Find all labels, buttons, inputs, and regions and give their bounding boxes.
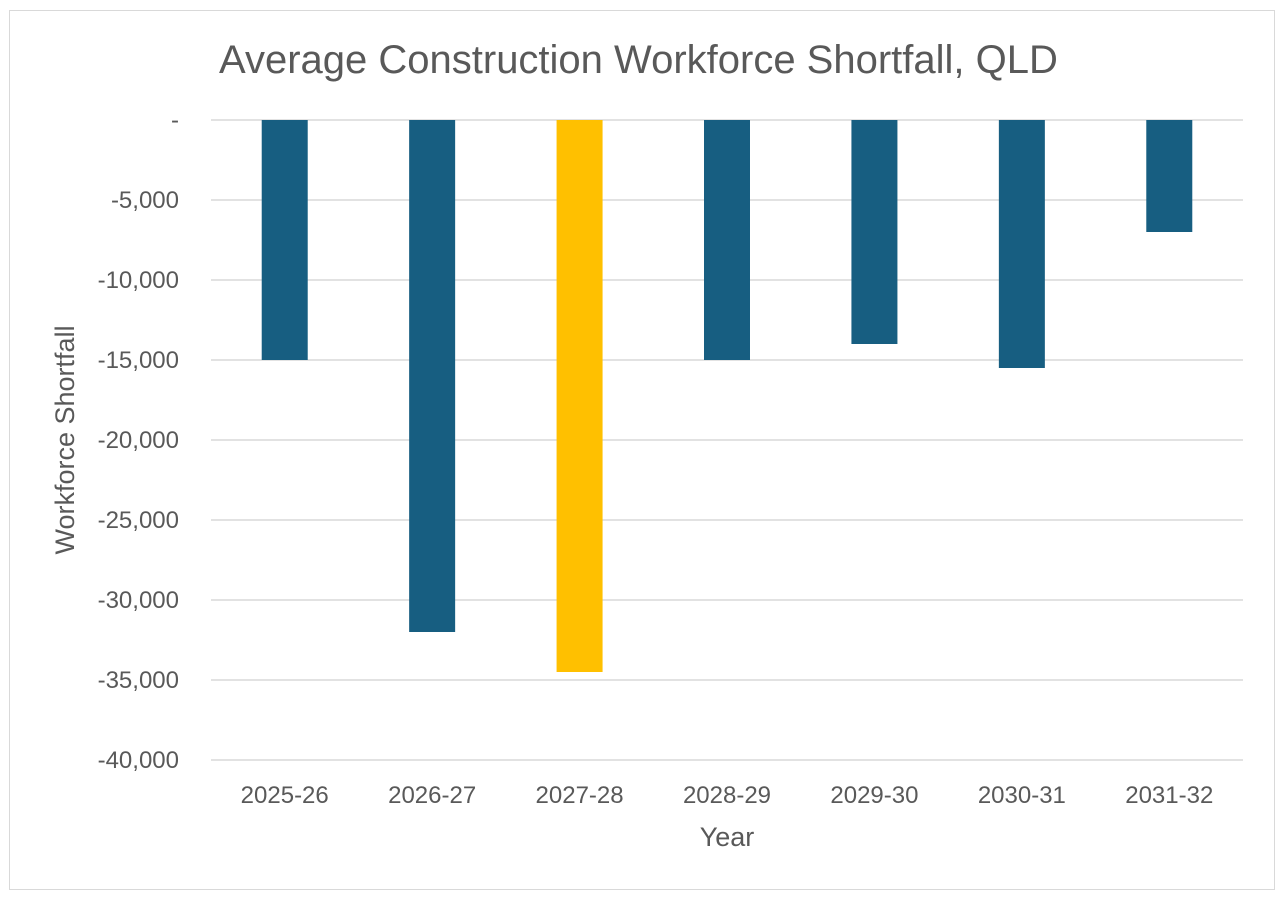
chart-title: Average Construction Workforce Shortfall…: [219, 38, 1058, 82]
y-tick-label: -20,000: [98, 427, 179, 454]
chart-frame: [9, 10, 1275, 890]
x-tick-label: 2031-32: [1125, 782, 1213, 809]
bar-2026-27: [409, 120, 456, 632]
bar-2025-26: [261, 120, 308, 360]
x-axis-title: Year: [700, 822, 755, 852]
gridlines: [211, 119, 1243, 761]
bar-2029-30: [851, 120, 898, 344]
y-tick-label: -10,000: [98, 267, 179, 294]
y-axis-title: Workforce Shortfall: [50, 325, 80, 554]
y-tick-label: -5,000: [111, 187, 179, 214]
x-axis-ticks: 2025-26 2026-27 2027-28 2028-29 2029-30 2030-…: [241, 782, 1214, 809]
x-tick-label: 2028-29: [683, 782, 771, 809]
bar-2027-28: [556, 120, 603, 672]
x-tick-label: 2030-31: [978, 782, 1066, 809]
x-tick-label: 2029-30: [830, 782, 918, 809]
x-tick-label: 2025-26: [241, 782, 329, 809]
y-tick-label: -30,000: [98, 587, 179, 614]
y-tick-label: -25,000: [98, 507, 179, 534]
bars: [261, 120, 1193, 672]
x-tick-label: 2027-28: [536, 782, 624, 809]
bar-2031-32: [1146, 120, 1193, 232]
y-tick-label: -35,000: [98, 667, 179, 694]
bar-2030-31: [998, 120, 1045, 368]
y-tick-label: -15,000: [98, 347, 179, 374]
y-axis-ticks: - -5,000 -10,000 -15,000 -20,000 -25,000 -30,0…: [98, 107, 179, 774]
bar-2028-29: [704, 120, 750, 360]
y-tick-label: -: [171, 107, 179, 134]
x-tick-label: 2026-27: [388, 782, 476, 809]
y-tick-label: -40,000: [98, 747, 179, 774]
